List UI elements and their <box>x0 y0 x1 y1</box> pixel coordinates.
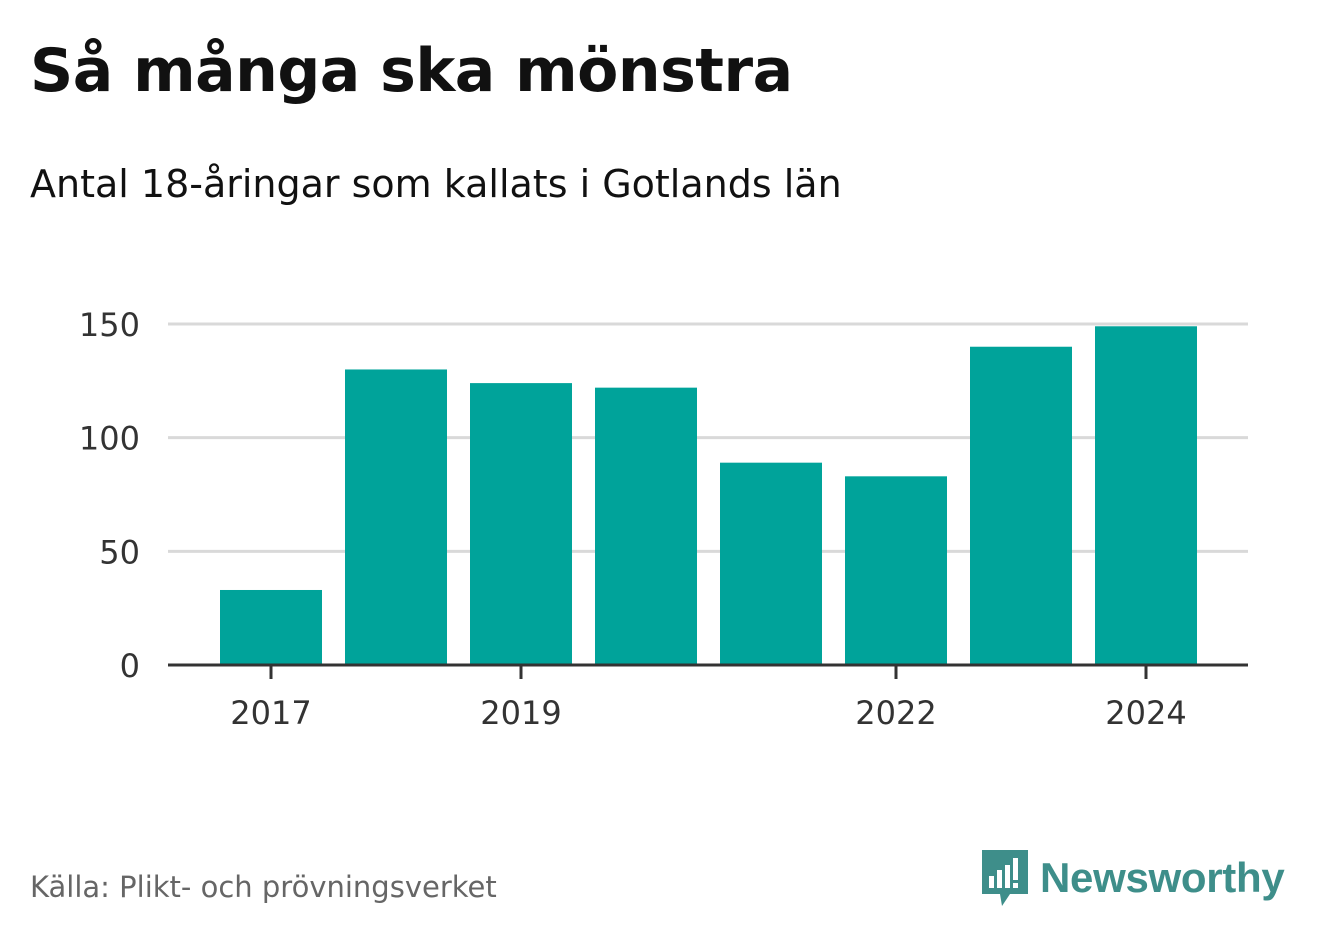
y-tick-label: 50 <box>99 533 140 571</box>
bar-2022 <box>845 476 947 665</box>
bar-2024 <box>1095 326 1197 665</box>
bar-2023 <box>970 346 1072 665</box>
chart-title: Så många ska mönstra <box>30 36 793 106</box>
bar-chart: 0 50 100 150 2017 2019 2022 2024 <box>79 306 1248 732</box>
x-tick-label: 2017 <box>230 694 311 732</box>
y-tick-label: 0 <box>120 647 140 685</box>
bar-2018 <box>345 369 447 665</box>
bar-2020 <box>595 387 697 665</box>
y-tick-label: 150 <box>79 306 140 344</box>
x-tick-label: 2024 <box>1105 694 1186 732</box>
chart-subtitle: Antal 18-åringar som kallats i Gotlands … <box>30 162 842 206</box>
source-note: Källa: Plikt- och prövningsverket <box>30 870 497 904</box>
x-tick-label: 2022 <box>855 694 936 732</box>
bar-2017 <box>220 589 322 665</box>
y-tick-label: 100 <box>79 420 140 458</box>
bar-2021 <box>720 462 822 665</box>
brand-name: Newsworthy <box>1040 854 1285 901</box>
x-tick-label: 2019 <box>480 694 561 732</box>
newsworthy-logo-icon <box>982 850 1028 906</box>
bar-2019 <box>470 383 572 665</box>
brand: Newsworthy <box>980 848 1285 908</box>
